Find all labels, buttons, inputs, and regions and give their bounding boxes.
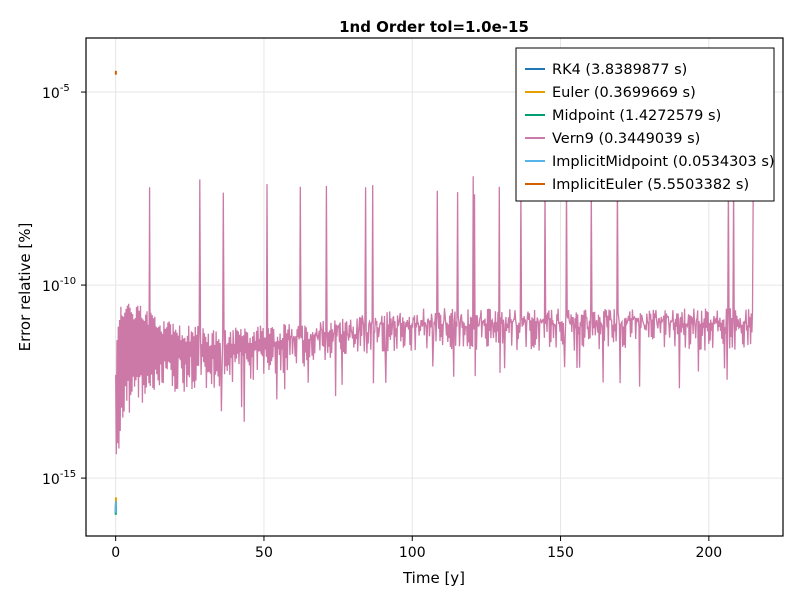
- legend-entry: Vern9 (0.3449039 s): [552, 131, 700, 147]
- y-tick-label: 10-15: [42, 469, 76, 488]
- x-tick-label: 0: [111, 545, 120, 561]
- y-tick-base: 10: [42, 279, 60, 295]
- y-tick-base: 10: [42, 472, 60, 488]
- legend-entry: ImplicitEuler (5.5503382 s): [552, 177, 749, 193]
- y-tick-label: 10-5: [42, 83, 70, 102]
- x-tick-label: 200: [695, 545, 722, 561]
- y-tick-label: 10-10: [42, 276, 76, 295]
- legend-entry: Euler (0.3699669 s): [552, 85, 696, 101]
- x-axis-label: Time [y]: [402, 569, 465, 587]
- legend: RK4 (3.8389877 s) Euler (0.3699669 s) Midp…: [515, 47, 775, 202]
- chart-title: 1nd Order tol=1.0e-15: [339, 18, 529, 36]
- legend-entry: ImplicitMidpoint (0.0534303 s): [552, 154, 775, 170]
- plot-frame: [85, 37, 784, 537]
- x-tick-label: 50: [255, 545, 273, 561]
- y-tick-exponent: -5: [60, 83, 70, 94]
- legend-entry: Midpoint (1.4272579 s): [552, 108, 721, 124]
- legend-entry: RK4 (3.8389877 s): [552, 62, 687, 78]
- x-axis-ticks: 0 50 100 150 200: [111, 536, 722, 561]
- series-layer: [114, 70, 754, 515]
- y-tick-exponent: -10: [60, 276, 76, 287]
- y-tick-exponent: -15: [60, 469, 76, 480]
- plot-area: [114, 70, 754, 515]
- series-line-vern9: [115, 176, 754, 455]
- y-axis-label: Error relative [%]: [16, 223, 34, 352]
- x-tick-label: 100: [399, 545, 426, 561]
- legend-box: [515, 47, 775, 202]
- x-tick-label: 150: [547, 545, 574, 561]
- y-tick-base: 10: [42, 86, 60, 102]
